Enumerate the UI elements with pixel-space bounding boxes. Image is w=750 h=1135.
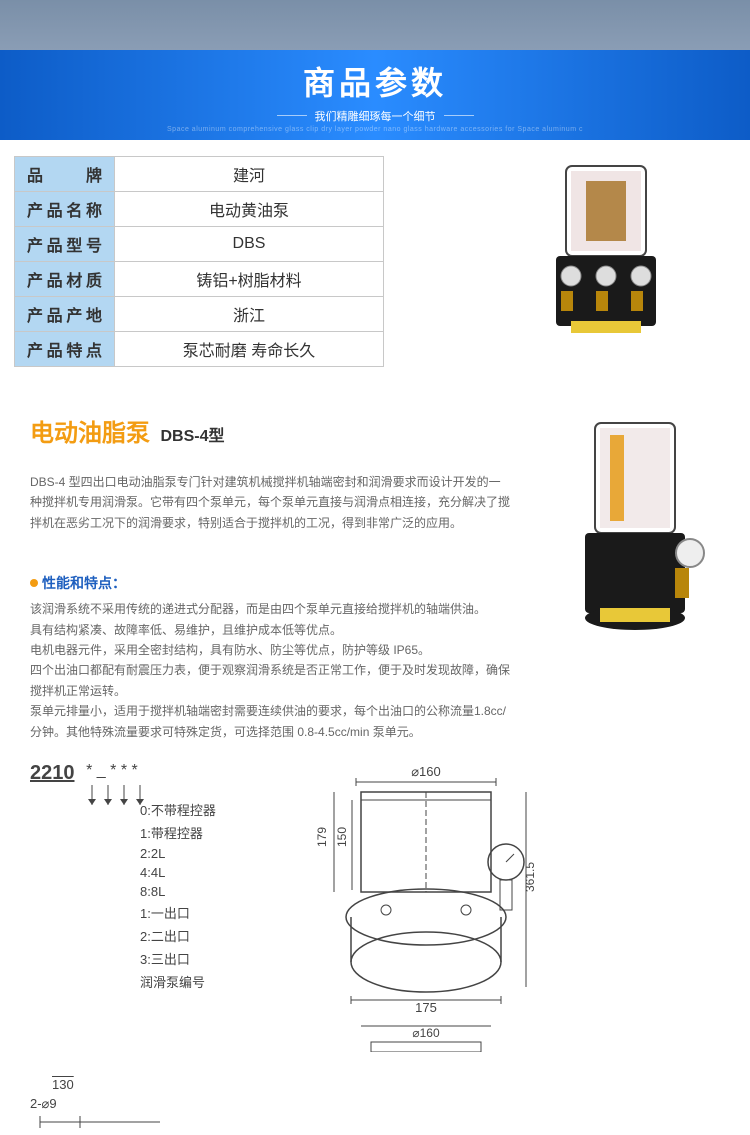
features-heading: 性能和特点： <box>42 573 126 593</box>
model-option: 2:二出口 <box>140 926 216 945</box>
table-row: 产品型号DBS <box>15 227 384 262</box>
model-code-block: 2210 * _ * * * 0:不带程控器 1:带程控器 2:2L 4:4L 8:8L… <box>30 762 216 995</box>
feature-line: 泵单元排量小，适用于搅拌机轴端密封需要连续供油的要求，每个出油口的公称流量1.8… <box>30 701 510 742</box>
table-row: 品 牌建河 <box>15 157 384 192</box>
model-option: 1:一出口 <box>140 903 216 922</box>
model-option: 润滑泵编号 <box>140 972 216 991</box>
bottom-dim-line-icon <box>30 1112 170 1132</box>
table-row: 产品产地浙江 <box>15 297 384 332</box>
spec-key: 品 牌 <box>15 157 115 192</box>
bottom-dim-2: 2-⌀9 <box>30 1096 170 1112</box>
desc-subtitle: DBS-4型 <box>160 428 224 445</box>
spec-value: 电动黄油泵 <box>115 192 384 227</box>
spec-banner: 商品参数 我们精雕细琢每一个细节 Space aluminum comprehe… <box>0 50 750 140</box>
banner-tagline: Space aluminum comprehensive glass clip … <box>167 126 583 133</box>
spec-value: 浙江 <box>115 297 384 332</box>
spec-value: 建河 <box>115 157 384 192</box>
hero-strip <box>0 0 750 50</box>
table-row: 产品名称电动黄油泵 <box>15 192 384 227</box>
features-body: 该润滑系统不采用传统的递进式分配器，而是由四个泵单元直接给搅拌机的轴端供油。具有… <box>30 599 510 742</box>
banner-subtitle: 我们精雕细琢每一个细节 <box>277 108 474 124</box>
features-heading-row: 性能和特点： <box>30 573 510 593</box>
feature-line: 具有结构紧凑、故障率低、易维护，且维护成本低等优点。 <box>30 620 510 640</box>
feature-line: 该润滑系统不采用传统的递进式分配器，而是由四个泵单元直接给搅拌机的轴端供油。 <box>30 599 510 619</box>
technical-drawing: ⌀160 179 150 361.5 175 <box>256 762 556 1057</box>
spec-value: DBS <box>115 227 384 262</box>
feature-line: 四个出油口都配有耐震压力表，便于观察润滑系统是否正常工作，便于及时发现故障，确保… <box>30 660 510 701</box>
model-option: 8:8L <box>140 884 216 899</box>
bottom-dims: 130 2-⌀9 <box>0 1077 750 1135</box>
spec-value: 泵芯耐磨 寿命长久 <box>115 332 384 367</box>
model-option: 3:三出口 <box>140 949 216 968</box>
feature-line: 电机电器元件，采用全密封结构，具有防水、防尘等优点，防护等级 IP65。 <box>30 640 510 660</box>
model-stars: * _ * * * <box>86 762 138 779</box>
model-number: 2210 <box>30 762 75 784</box>
table-row: 产品特点泵芯耐磨 寿命长久 <box>15 332 384 367</box>
table-row: 产品材质铸铝+树脂材料 <box>15 262 384 297</box>
model-option: 1:带程控器 <box>140 823 216 842</box>
spec-key: 产品材质 <box>15 262 115 297</box>
description-heading: 电动油脂泵 DBS-4型 <box>30 413 510 448</box>
desc-paragraph: DBS-4 型四出口电动油脂泵专门针对建筑机械搅拌机轴端密封和润滑要求而设计开发… <box>30 472 510 533</box>
dim-w1: 175 <box>415 1000 437 1015</box>
product-image-main <box>516 156 696 356</box>
model-option: 2:2L <box>140 846 216 861</box>
spec-value: 铸铝+树脂材料 <box>115 262 384 297</box>
model-option: 4:4L <box>140 865 216 880</box>
diagram-section: 2210 * _ * * * 0:不带程控器 1:带程控器 2:2L 4:4L 8:8L… <box>0 752 750 1057</box>
banner-title: 商品参数 <box>303 58 447 104</box>
desc-title: 电动油脂泵 <box>30 420 150 447</box>
dim-h1: 179 <box>315 827 329 847</box>
dim-top: ⌀160 <box>411 764 441 779</box>
spec-key: 产品名称 <box>15 192 115 227</box>
dim-h2: 150 <box>335 827 349 847</box>
spec-key: 产品特点 <box>15 332 115 367</box>
bottom-dim-block: 130 2-⌀9 <box>30 1077 170 1135</box>
bottom-dim-1: 130 <box>52 1077 170 1092</box>
spec-table: 品 牌建河产品名称电动黄油泵产品型号DBS产品材质铸铝+树脂材料产品产地浙江产品… <box>14 156 384 367</box>
spec-key: 产品型号 <box>15 227 115 262</box>
spec-section: 品 牌建河产品名称电动黄油泵产品型号DBS产品材质铸铝+树脂材料产品产地浙江产品… <box>0 140 750 383</box>
spec-key: 产品产地 <box>15 297 115 332</box>
dim-bot: ⌀160 <box>412 1026 440 1040</box>
dim-h3: 361.5 <box>523 862 537 892</box>
model-options-list: 0:不带程控器 1:带程控器 2:2L 4:4L 8:8L 1:一出口 2:二出口 3:三出口… <box>140 800 216 991</box>
bullet-dot-icon <box>30 579 38 587</box>
product-image-side <box>550 413 720 658</box>
description-section: 电动油脂泵 DBS-4型 DBS-4 型四出口电动油脂泵专门针对建筑机械搅拌机轴… <box>0 383 750 752</box>
model-option: 0:不带程控器 <box>140 800 216 819</box>
